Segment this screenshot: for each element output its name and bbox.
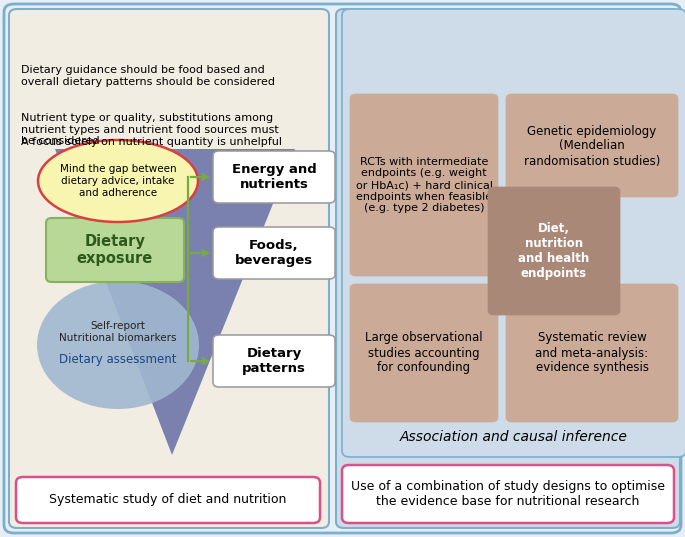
Text: Dietary guidance should be food based and
overall dietary patterns should be con: Dietary guidance should be food based an… bbox=[21, 65, 275, 86]
Text: Energy and
nutrients: Energy and nutrients bbox=[232, 163, 316, 191]
Text: Foods,
beverages: Foods, beverages bbox=[235, 239, 313, 267]
Text: Genetic epidemiology
(Mendelian
randomisation studies): Genetic epidemiology (Mendelian randomis… bbox=[524, 125, 660, 168]
FancyBboxPatch shape bbox=[342, 9, 685, 457]
FancyBboxPatch shape bbox=[506, 284, 678, 422]
Ellipse shape bbox=[38, 140, 198, 222]
Text: A focus solely on nutrient quantity is unhelpful: A focus solely on nutrient quantity is u… bbox=[21, 137, 282, 147]
FancyBboxPatch shape bbox=[213, 151, 335, 203]
FancyBboxPatch shape bbox=[16, 477, 320, 523]
Text: Self-report
Nutritional biomarkers: Self-report Nutritional biomarkers bbox=[59, 321, 177, 343]
FancyBboxPatch shape bbox=[9, 9, 329, 528]
FancyBboxPatch shape bbox=[350, 284, 498, 422]
Text: Association and causal inference: Association and causal inference bbox=[400, 430, 628, 444]
FancyBboxPatch shape bbox=[350, 94, 498, 276]
Text: RCTs with intermediate
endpoints (e.g. weight
or HbA₁c) + hard clinical
endpoint: RCTs with intermediate endpoints (e.g. w… bbox=[356, 157, 493, 213]
Text: Dietary
exposure: Dietary exposure bbox=[77, 234, 153, 266]
Text: Systematic study of diet and nutrition: Systematic study of diet and nutrition bbox=[49, 494, 287, 506]
FancyBboxPatch shape bbox=[342, 465, 674, 523]
FancyBboxPatch shape bbox=[46, 218, 184, 282]
Polygon shape bbox=[55, 149, 295, 455]
Text: Systematic review
and meta-analysis:
evidence synthesis: Systematic review and meta-analysis: evi… bbox=[536, 331, 649, 374]
Text: Dietary
patterns: Dietary patterns bbox=[242, 347, 306, 375]
FancyBboxPatch shape bbox=[213, 335, 335, 387]
Text: Diet,
nutrition
and health
endpoints: Diet, nutrition and health endpoints bbox=[519, 222, 590, 280]
Text: Dietary assessment: Dietary assessment bbox=[59, 352, 177, 366]
Text: Large observational
studies accounting
for confounding: Large observational studies accounting f… bbox=[365, 331, 483, 374]
Text: Nutrient type or quality, substitutions among
nutrient types and nutrient food s: Nutrient type or quality, substitutions … bbox=[21, 113, 279, 146]
Ellipse shape bbox=[37, 281, 199, 409]
FancyBboxPatch shape bbox=[4, 4, 681, 533]
FancyBboxPatch shape bbox=[213, 227, 335, 279]
FancyBboxPatch shape bbox=[336, 9, 680, 528]
Text: Use of a combination of study designs to optimise
the evidence base for nutritio: Use of a combination of study designs to… bbox=[351, 480, 665, 508]
FancyBboxPatch shape bbox=[488, 187, 620, 315]
FancyBboxPatch shape bbox=[506, 94, 678, 197]
Text: Mind the gap between
dietary advice, intake
and adherence: Mind the gap between dietary advice, int… bbox=[60, 164, 176, 198]
